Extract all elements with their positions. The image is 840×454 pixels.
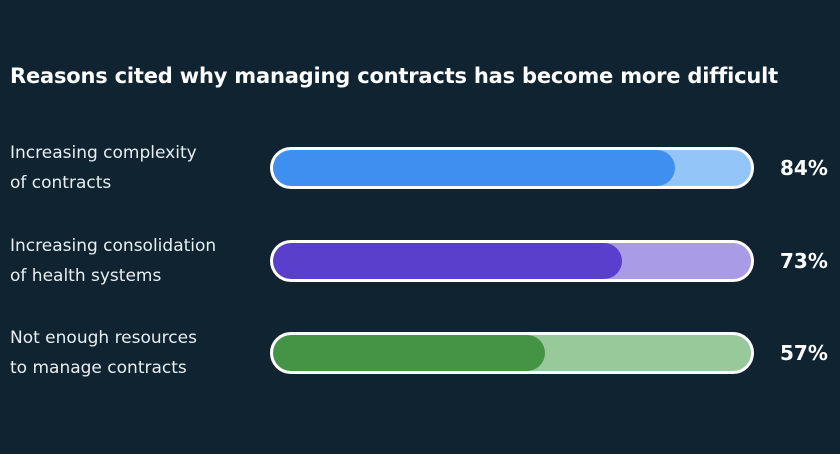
bar: [273, 335, 546, 371]
bar-track: [270, 240, 754, 282]
bar: [273, 150, 675, 186]
value-label: 73%: [780, 249, 828, 273]
category-label: Not enough resources to manage contracts: [10, 328, 197, 378]
chart-title: Reasons cited why managing contracts has…: [10, 64, 778, 88]
category-label: Increasing consolidation of health syste…: [10, 236, 217, 286]
bar-track: [270, 147, 754, 189]
bar: [273, 243, 622, 279]
bar-track: [270, 332, 754, 374]
value-label: 84%: [780, 156, 828, 180]
value-label: 57%: [780, 341, 828, 365]
category-label: Increasing complexity of contracts: [10, 143, 197, 193]
